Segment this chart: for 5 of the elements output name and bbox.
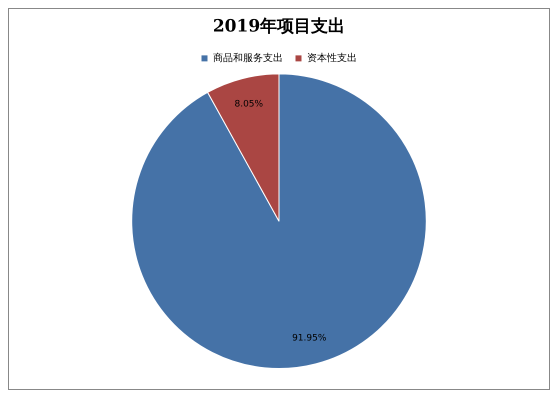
chart-title: 2019年项目支出: [212, 16, 346, 37]
data-label: 8.05%: [234, 100, 264, 110]
legend-label: 资本性支出: [307, 52, 357, 64]
data-label: 91.95%: [292, 333, 327, 344]
legend-label: 商品和服务支出: [213, 52, 283, 64]
